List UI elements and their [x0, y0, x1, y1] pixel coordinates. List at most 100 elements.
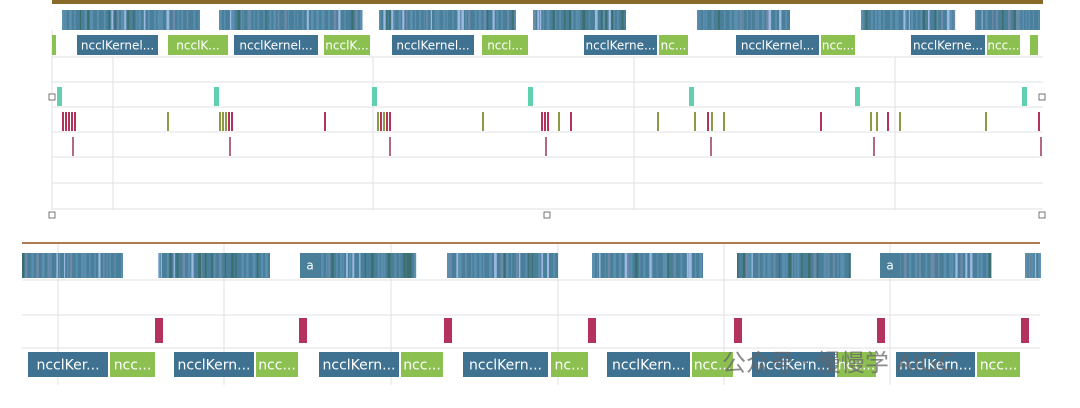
- marker: [1022, 87, 1027, 106]
- event: [228, 112, 230, 131]
- slice-stripe: [936, 10, 939, 30]
- event: [482, 112, 484, 131]
- event: [222, 112, 224, 131]
- slice-stripe: [423, 10, 425, 30]
- event: [710, 137, 712, 156]
- slice-stripe: [748, 253, 751, 278]
- handle: [48, 211, 56, 219]
- event: [65, 112, 67, 131]
- slice-stripe: [468, 10, 471, 30]
- slice-stripe: [607, 253, 611, 278]
- kernel-label: ncclKern...: [469, 358, 542, 374]
- kernel-slice: [736, 35, 819, 55]
- slice-stripe: [920, 10, 923, 30]
- slice-stripe: [379, 10, 381, 30]
- slice-stripe: [452, 10, 454, 30]
- slice-stripe: [618, 253, 622, 278]
- slice-stripe: [848, 253, 851, 278]
- slice-stripe: [949, 253, 952, 278]
- kernel-label: ncclKerne...: [586, 39, 656, 53]
- watermark: 公众号 · 慢慢学 AIGC: [722, 349, 955, 377]
- slice-stripe: [201, 253, 203, 278]
- event: [225, 112, 227, 131]
- slice-stripe: [204, 253, 207, 278]
- kernel-slice: [168, 35, 228, 55]
- kernel-label: ncclK...: [176, 39, 219, 53]
- slice-stripe: [649, 253, 652, 278]
- event: [711, 112, 713, 131]
- slice: [880, 253, 900, 278]
- slice-stripe: [571, 10, 574, 30]
- slice-stripe: [871, 10, 873, 30]
- slice-stripe: [768, 10, 772, 30]
- slice-stripe: [775, 10, 777, 30]
- kernel-label: ncclKernel...: [396, 39, 469, 53]
- event: [870, 112, 872, 131]
- slice-stripe: [941, 10, 944, 30]
- slice-stripe: [252, 253, 256, 278]
- slice-stripe: [191, 253, 194, 278]
- kernel-label: ncclKern...: [899, 358, 972, 374]
- kernel-slice: [234, 35, 318, 55]
- slice-block: [592, 253, 703, 278]
- slice-stripe: [240, 10, 243, 30]
- kernel-label: ncclKernel...: [239, 39, 312, 53]
- event: [694, 112, 696, 131]
- event: [74, 112, 76, 131]
- slice-stripe: [211, 253, 213, 278]
- slice-stripe: [177, 10, 180, 30]
- slice-stripe: [986, 253, 988, 278]
- slice-stripe: [482, 253, 485, 278]
- marker: [689, 87, 694, 106]
- slice-stripe: [955, 253, 958, 278]
- slice-block: [219, 10, 362, 30]
- slice-stripe: [494, 253, 497, 278]
- slice-stripe: [899, 253, 901, 278]
- slice-stripe: [465, 253, 467, 278]
- slice-stripe: [842, 253, 845, 278]
- slice-stripe: [229, 10, 232, 30]
- slice-stripe: [173, 253, 175, 278]
- kernel-slice: [401, 352, 443, 377]
- event: [558, 112, 560, 131]
- slice-stripe: [594, 10, 598, 30]
- kernel-slice: [28, 352, 108, 377]
- slice-stripe: [662, 253, 666, 278]
- slice-stripe: [338, 10, 341, 30]
- slice-stripe: [965, 253, 968, 278]
- slice-stripe: [742, 253, 746, 278]
- slice-stripe: [1032, 10, 1035, 30]
- slice-stripe: [333, 10, 337, 30]
- slice-stripe: [49, 253, 52, 278]
- slice: [1030, 35, 1038, 55]
- slice-stripe: [465, 10, 467, 30]
- kernel-slice: [324, 35, 370, 55]
- slice-stripe: [575, 10, 578, 30]
- kernel-slice: [174, 352, 254, 377]
- slice-stripe: [294, 10, 296, 30]
- slice-stripe: [541, 253, 544, 278]
- slice-stripe: [87, 10, 90, 30]
- kernel-label: ncclKern...: [323, 358, 396, 374]
- slice-stripe: [406, 10, 408, 30]
- slice-stripe: [758, 253, 760, 278]
- slice-stripe: [114, 253, 116, 278]
- slice-stripe: [813, 253, 817, 278]
- slice-stripe: [219, 10, 222, 30]
- kernel-slice: [821, 35, 855, 55]
- slice-stripe: [729, 10, 732, 30]
- slice-stripe: [328, 10, 331, 30]
- event: [167, 112, 169, 131]
- slice-stripe: [750, 10, 752, 30]
- slice-stripe: [391, 10, 394, 30]
- slice-stripe: [827, 253, 830, 278]
- handle: [1038, 93, 1046, 101]
- slice-stripe: [470, 253, 473, 278]
- slice-stripe: [449, 253, 452, 278]
- slice-stripe: [766, 10, 769, 30]
- slice-stripe: [932, 253, 935, 278]
- event: [707, 112, 709, 131]
- slice-stripe: [325, 253, 328, 278]
- slice-stripe: [537, 10, 540, 30]
- slice-stripe: [253, 10, 255, 30]
